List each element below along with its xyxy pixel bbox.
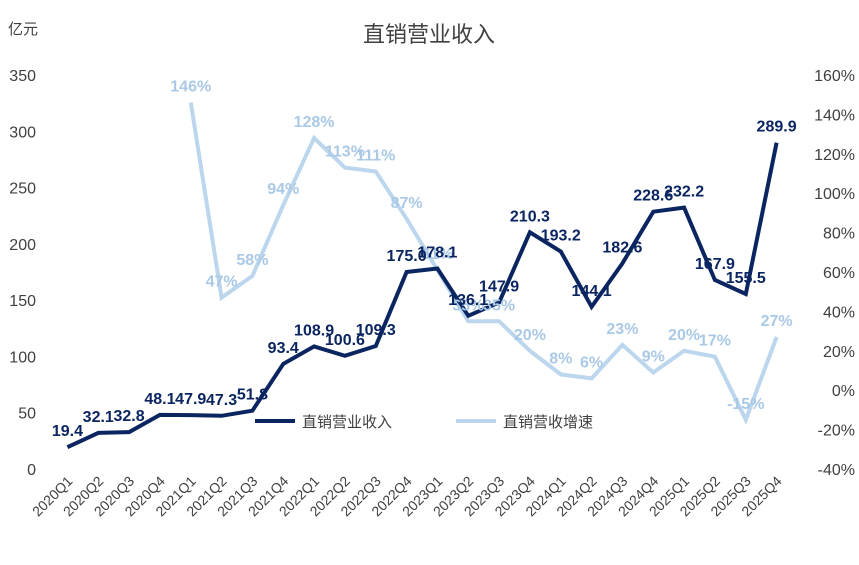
data-label: 35% <box>452 297 484 314</box>
legend-label-revenue: 直销营业收入 <box>302 413 392 431</box>
data-label: 17% <box>699 333 731 350</box>
y-tick-right: 160% <box>814 68 855 85</box>
y-tick-right: -40% <box>818 462 855 479</box>
y-tick-right: 100% <box>814 186 855 203</box>
data-label: 109.3 <box>356 322 396 339</box>
y-tick-right: 120% <box>814 147 855 164</box>
y-tick-right: 0% <box>832 383 855 400</box>
data-label: 6% <box>580 354 603 371</box>
data-label: 9% <box>642 348 665 365</box>
chart-title: 直销营业收入 <box>363 23 495 48</box>
data-label: 144.1 <box>572 283 612 300</box>
data-label: 111% <box>356 148 395 165</box>
data-label: 58% <box>236 252 268 269</box>
y-tick-right: -20% <box>818 423 855 440</box>
y-tick-right: 20% <box>823 344 855 361</box>
data-label: 94% <box>267 181 299 198</box>
y-tick-left: 100 <box>9 349 36 366</box>
data-label: 51.8 <box>237 387 268 404</box>
data-label: 108.9 <box>294 322 334 339</box>
data-label: -15% <box>727 396 764 413</box>
y-axis-left: 0 50 100 150 200 250 300 350 <box>9 68 36 479</box>
data-label: 128% <box>294 114 335 131</box>
data-label: 175.0 <box>387 248 427 265</box>
data-label: 178.1 <box>417 245 457 262</box>
y-axis-unit: 亿元 <box>8 20 38 38</box>
data-label: 167.9 <box>695 256 735 273</box>
data-label: 146% <box>170 79 211 96</box>
y-tick-left: 150 <box>9 293 36 310</box>
data-label: 289.9 <box>757 119 797 136</box>
data-label: 136.1 <box>448 292 488 309</box>
data-label: 23% <box>606 321 638 338</box>
legend: 直销营业收入 直销营收增速 <box>255 413 593 431</box>
y-tick-right: 40% <box>823 304 855 321</box>
data-label: 20% <box>514 327 546 344</box>
y-tick-left: 50 <box>18 406 36 423</box>
data-label: 232.2 <box>664 184 704 201</box>
data-label: 35% <box>483 297 515 314</box>
x-axis: 2020Q12020Q22020Q32020Q42021Q12021Q22021… <box>29 473 785 520</box>
y-tick-right: 80% <box>823 226 855 243</box>
data-label: 20% <box>668 327 700 344</box>
series-line <box>66 142 779 450</box>
data-label: 47% <box>206 274 238 291</box>
y-tick-left: 0 <box>27 462 36 479</box>
series-revenue <box>66 142 779 450</box>
data-label: 210.3 <box>510 208 550 225</box>
data-label: 8% <box>549 350 572 367</box>
data-label: 93.4 <box>268 340 299 357</box>
data-label: 147.9 <box>479 279 519 296</box>
y-axis-right: -40% -20% 0% 20% 40% 60% 80% 100% 120% 140% 160% <box>814 68 855 479</box>
data-label: 47.9 <box>175 391 206 408</box>
data-label: 100.6 <box>325 332 365 349</box>
y-tick-left: 200 <box>9 237 36 254</box>
data-label: 113% <box>325 144 365 161</box>
data-label: 228.6 <box>633 188 673 205</box>
data-label: 47.3 <box>206 392 237 409</box>
data-label: 182.6 <box>602 239 642 256</box>
y-tick-left: 350 <box>9 68 36 85</box>
labels-growth: 146% 47% 58% 94% 128% 113%111% 87% 61% 35%35% 20%… <box>170 79 792 413</box>
data-label: 19.4 <box>52 423 83 440</box>
y-tick-right: 140% <box>814 107 855 124</box>
y-tick-right: 60% <box>823 265 855 282</box>
series-line <box>188 102 779 425</box>
data-label: 48.1 <box>144 391 175 408</box>
labels-revenue: 19.432.1 32.848.1 47.9 47.3 51.8 93.4108.9100… <box>52 119 797 441</box>
series-growth <box>188 102 779 425</box>
data-label: 155.5 <box>726 270 766 287</box>
data-label: 27% <box>761 313 793 330</box>
y-tick-left: 250 <box>9 181 36 198</box>
data-label: 32.8 <box>114 408 145 425</box>
y-tick-left: 300 <box>9 124 36 141</box>
data-label: 87% <box>391 195 423 212</box>
data-label: 61% <box>421 246 453 263</box>
data-label: 193.2 <box>541 228 581 245</box>
legend-label-growth: 直销营收增速 <box>503 413 593 431</box>
data-label: 32.1 <box>83 409 114 426</box>
